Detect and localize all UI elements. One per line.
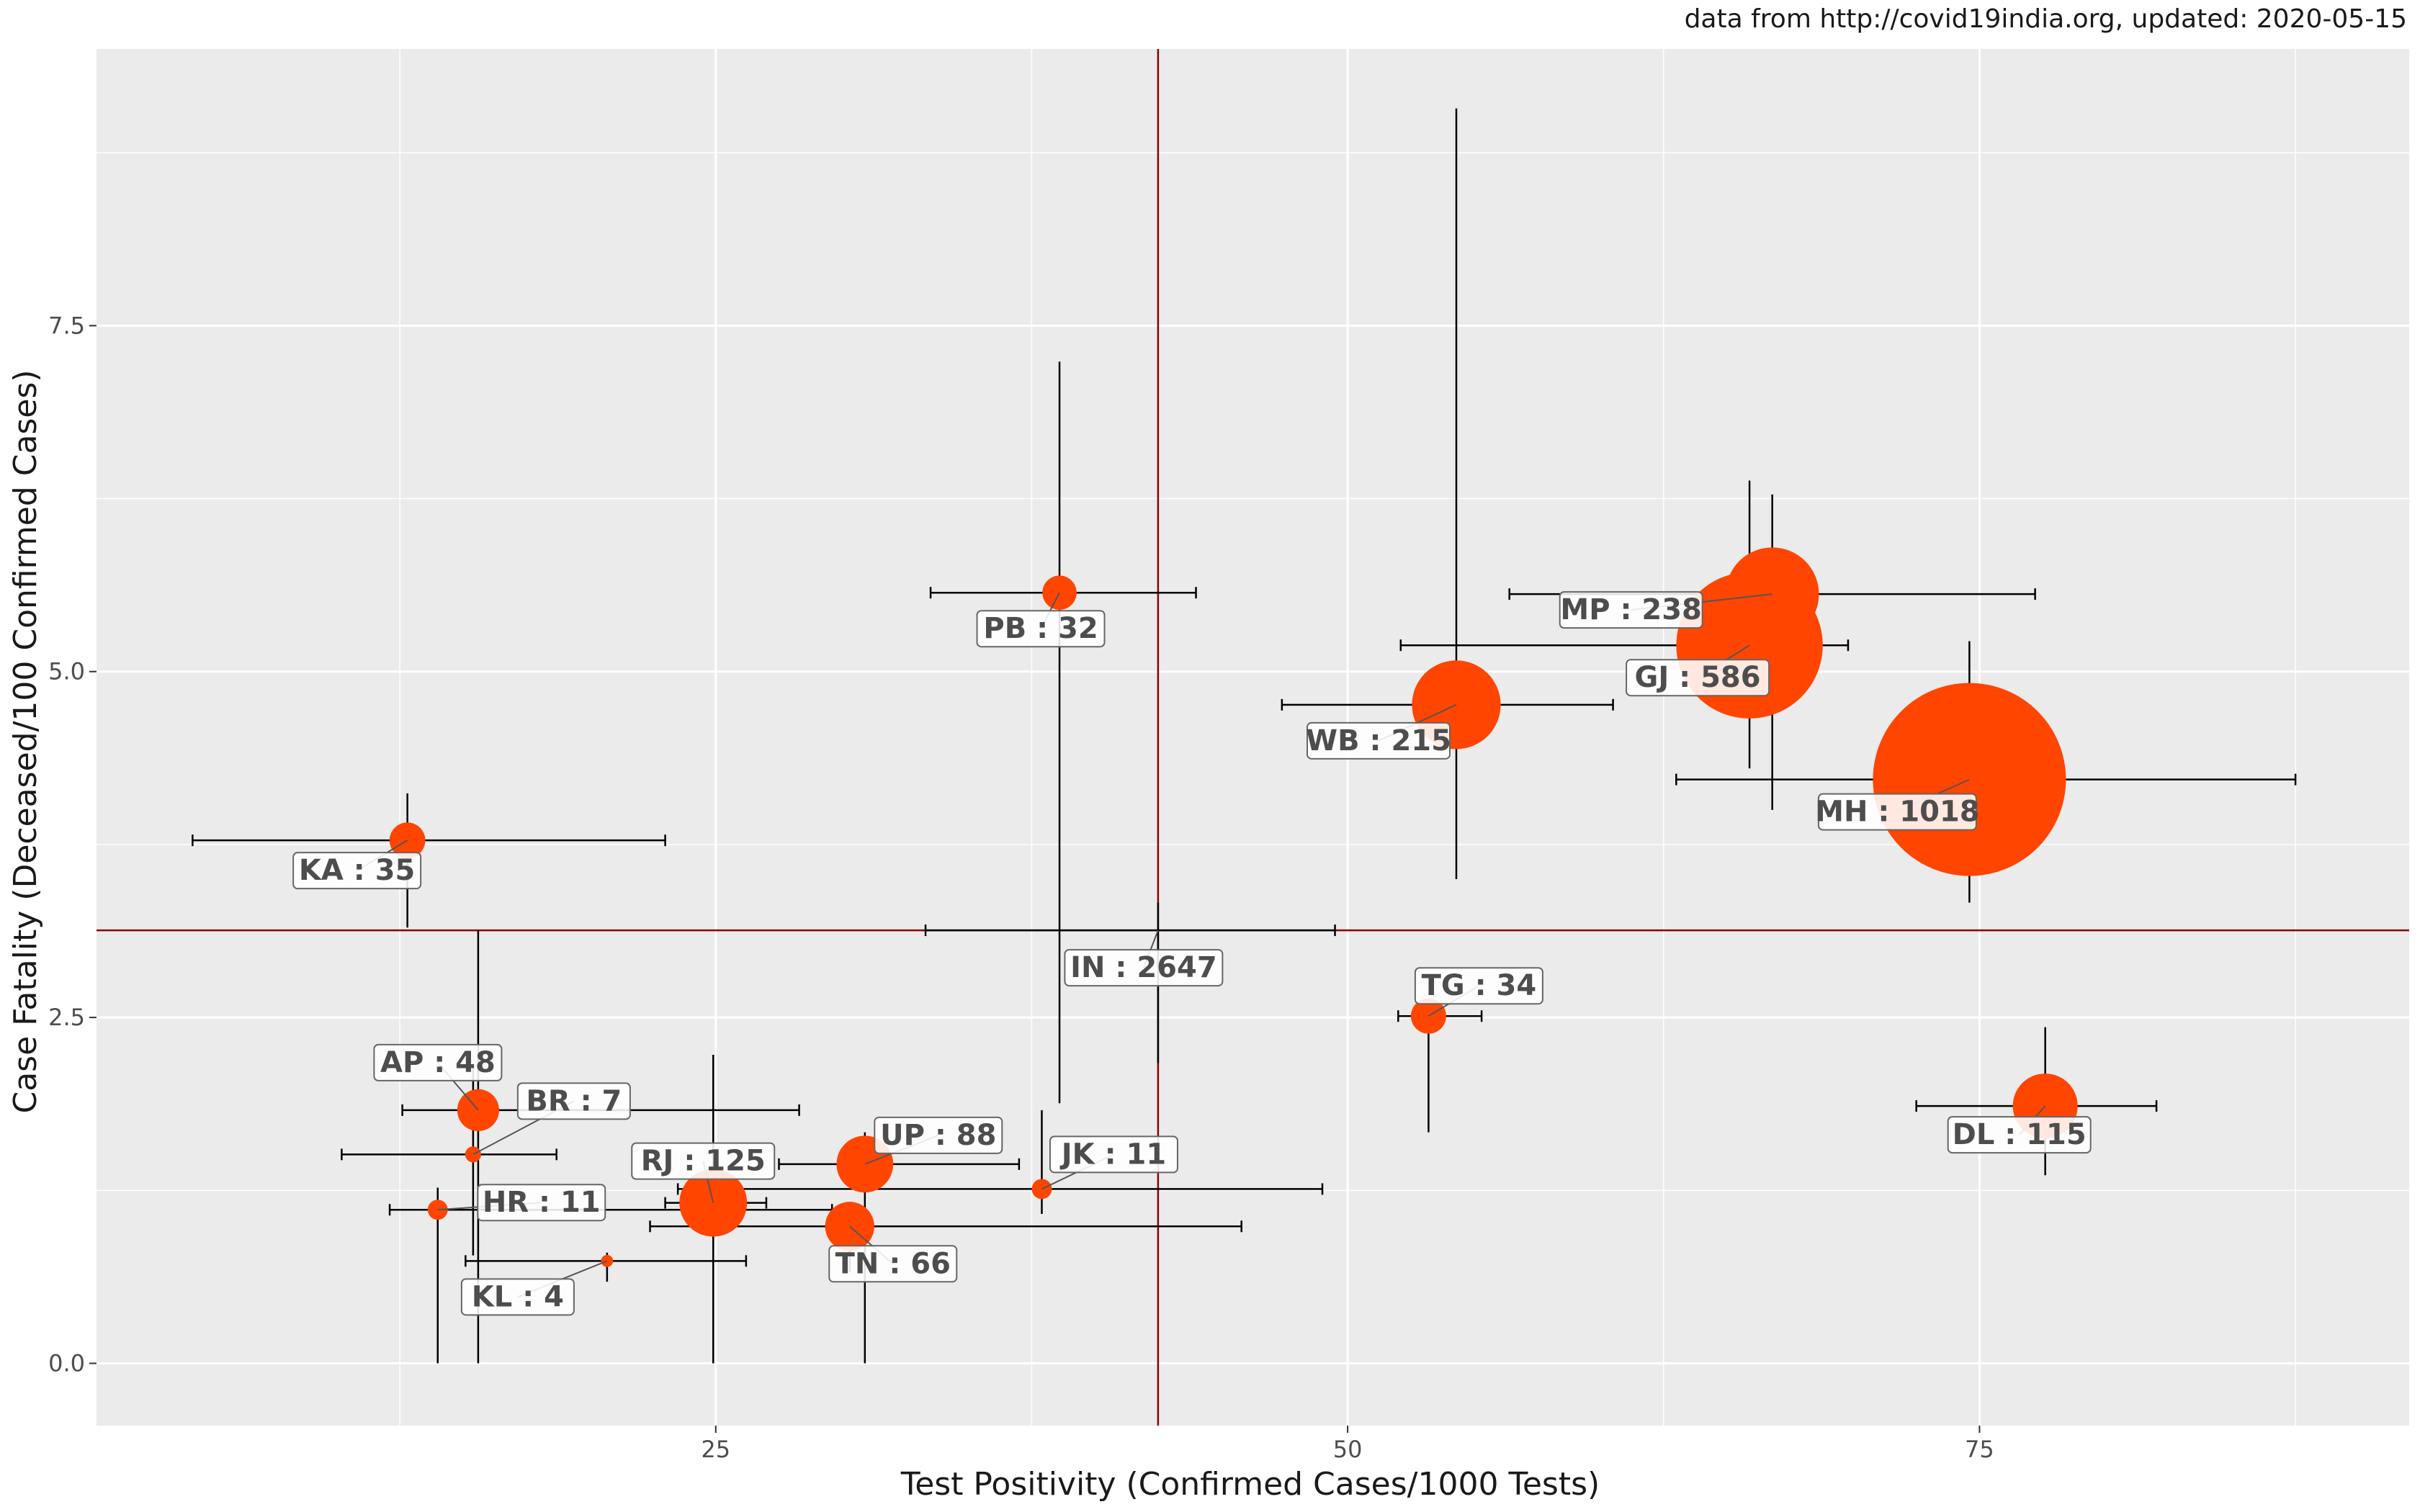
label-box xyxy=(1414,967,1543,1005)
x-axis-title: Test Positivity (Confirmed Cases/1000 Te… xyxy=(900,1466,1600,1503)
point-label: KL : 4 xyxy=(472,1280,564,1313)
point-label: HR : 11 xyxy=(483,1186,601,1219)
point-label: GJ : 586 xyxy=(1635,661,1761,694)
point-label: JK : 11 xyxy=(1059,1138,1166,1171)
point-label: UP : 88 xyxy=(880,1119,996,1152)
chart-caption: data from http://covid19india.org, updat… xyxy=(1684,4,2407,34)
point-label: BR : 7 xyxy=(526,1084,622,1117)
axis-ticks: 25 50 75 0.0 2.5 5.0 7.5 xyxy=(48,312,1994,1463)
label-box xyxy=(1306,721,1451,760)
label-box xyxy=(1559,591,1703,629)
point-label: MP : 238 xyxy=(1560,593,1701,626)
point-label: KA : 35 xyxy=(299,854,415,887)
label-box xyxy=(976,610,1106,648)
label-box xyxy=(292,852,422,890)
x-tick-label: 75 xyxy=(1965,1436,1994,1463)
point-label: TN : 66 xyxy=(835,1247,951,1280)
point-label: IN : 2647 xyxy=(1070,951,1217,984)
label-box xyxy=(1626,659,1770,697)
label-box xyxy=(631,1142,776,1180)
label-box xyxy=(1049,1135,1178,1174)
point-labels: MH : 1018 GJ : 586 MP : 238 WB : 215 RJ : 12… xyxy=(292,591,2092,1316)
x-tick-label: 50 xyxy=(1333,1436,1363,1463)
y-tick-label: 2.5 xyxy=(48,1004,85,1031)
point-label: DL : 115 xyxy=(1953,1118,2087,1151)
label-box xyxy=(874,1116,1003,1154)
point-label: AP : 48 xyxy=(380,1046,496,1079)
point-label: TG : 34 xyxy=(1422,969,1537,1002)
point-label: PB : 32 xyxy=(983,612,1098,645)
plot-background xyxy=(97,49,2409,1426)
y-tick-label: 5.0 xyxy=(48,658,85,685)
label-box xyxy=(477,1184,606,1222)
x-tick-label: 25 xyxy=(701,1436,730,1463)
y-tick-label: 0.0 xyxy=(48,1350,85,1377)
plot-panel xyxy=(97,49,2409,1426)
point-label: WB : 215 xyxy=(1306,724,1451,757)
label-box xyxy=(1947,1116,2092,1154)
y-tick-label: 7.5 xyxy=(48,312,85,339)
label-box xyxy=(460,1278,575,1316)
label-box xyxy=(1817,793,1977,831)
label-box xyxy=(828,1245,958,1283)
point-label: MH : 1018 xyxy=(1815,796,1979,829)
label-box xyxy=(516,1082,631,1120)
label-box xyxy=(1064,949,1224,987)
y-axis-title: Case Fatality (Deceased/100 Confirmed Ca… xyxy=(7,369,44,1113)
point-label: RJ : 125 xyxy=(641,1145,766,1178)
label-box xyxy=(373,1043,503,1081)
